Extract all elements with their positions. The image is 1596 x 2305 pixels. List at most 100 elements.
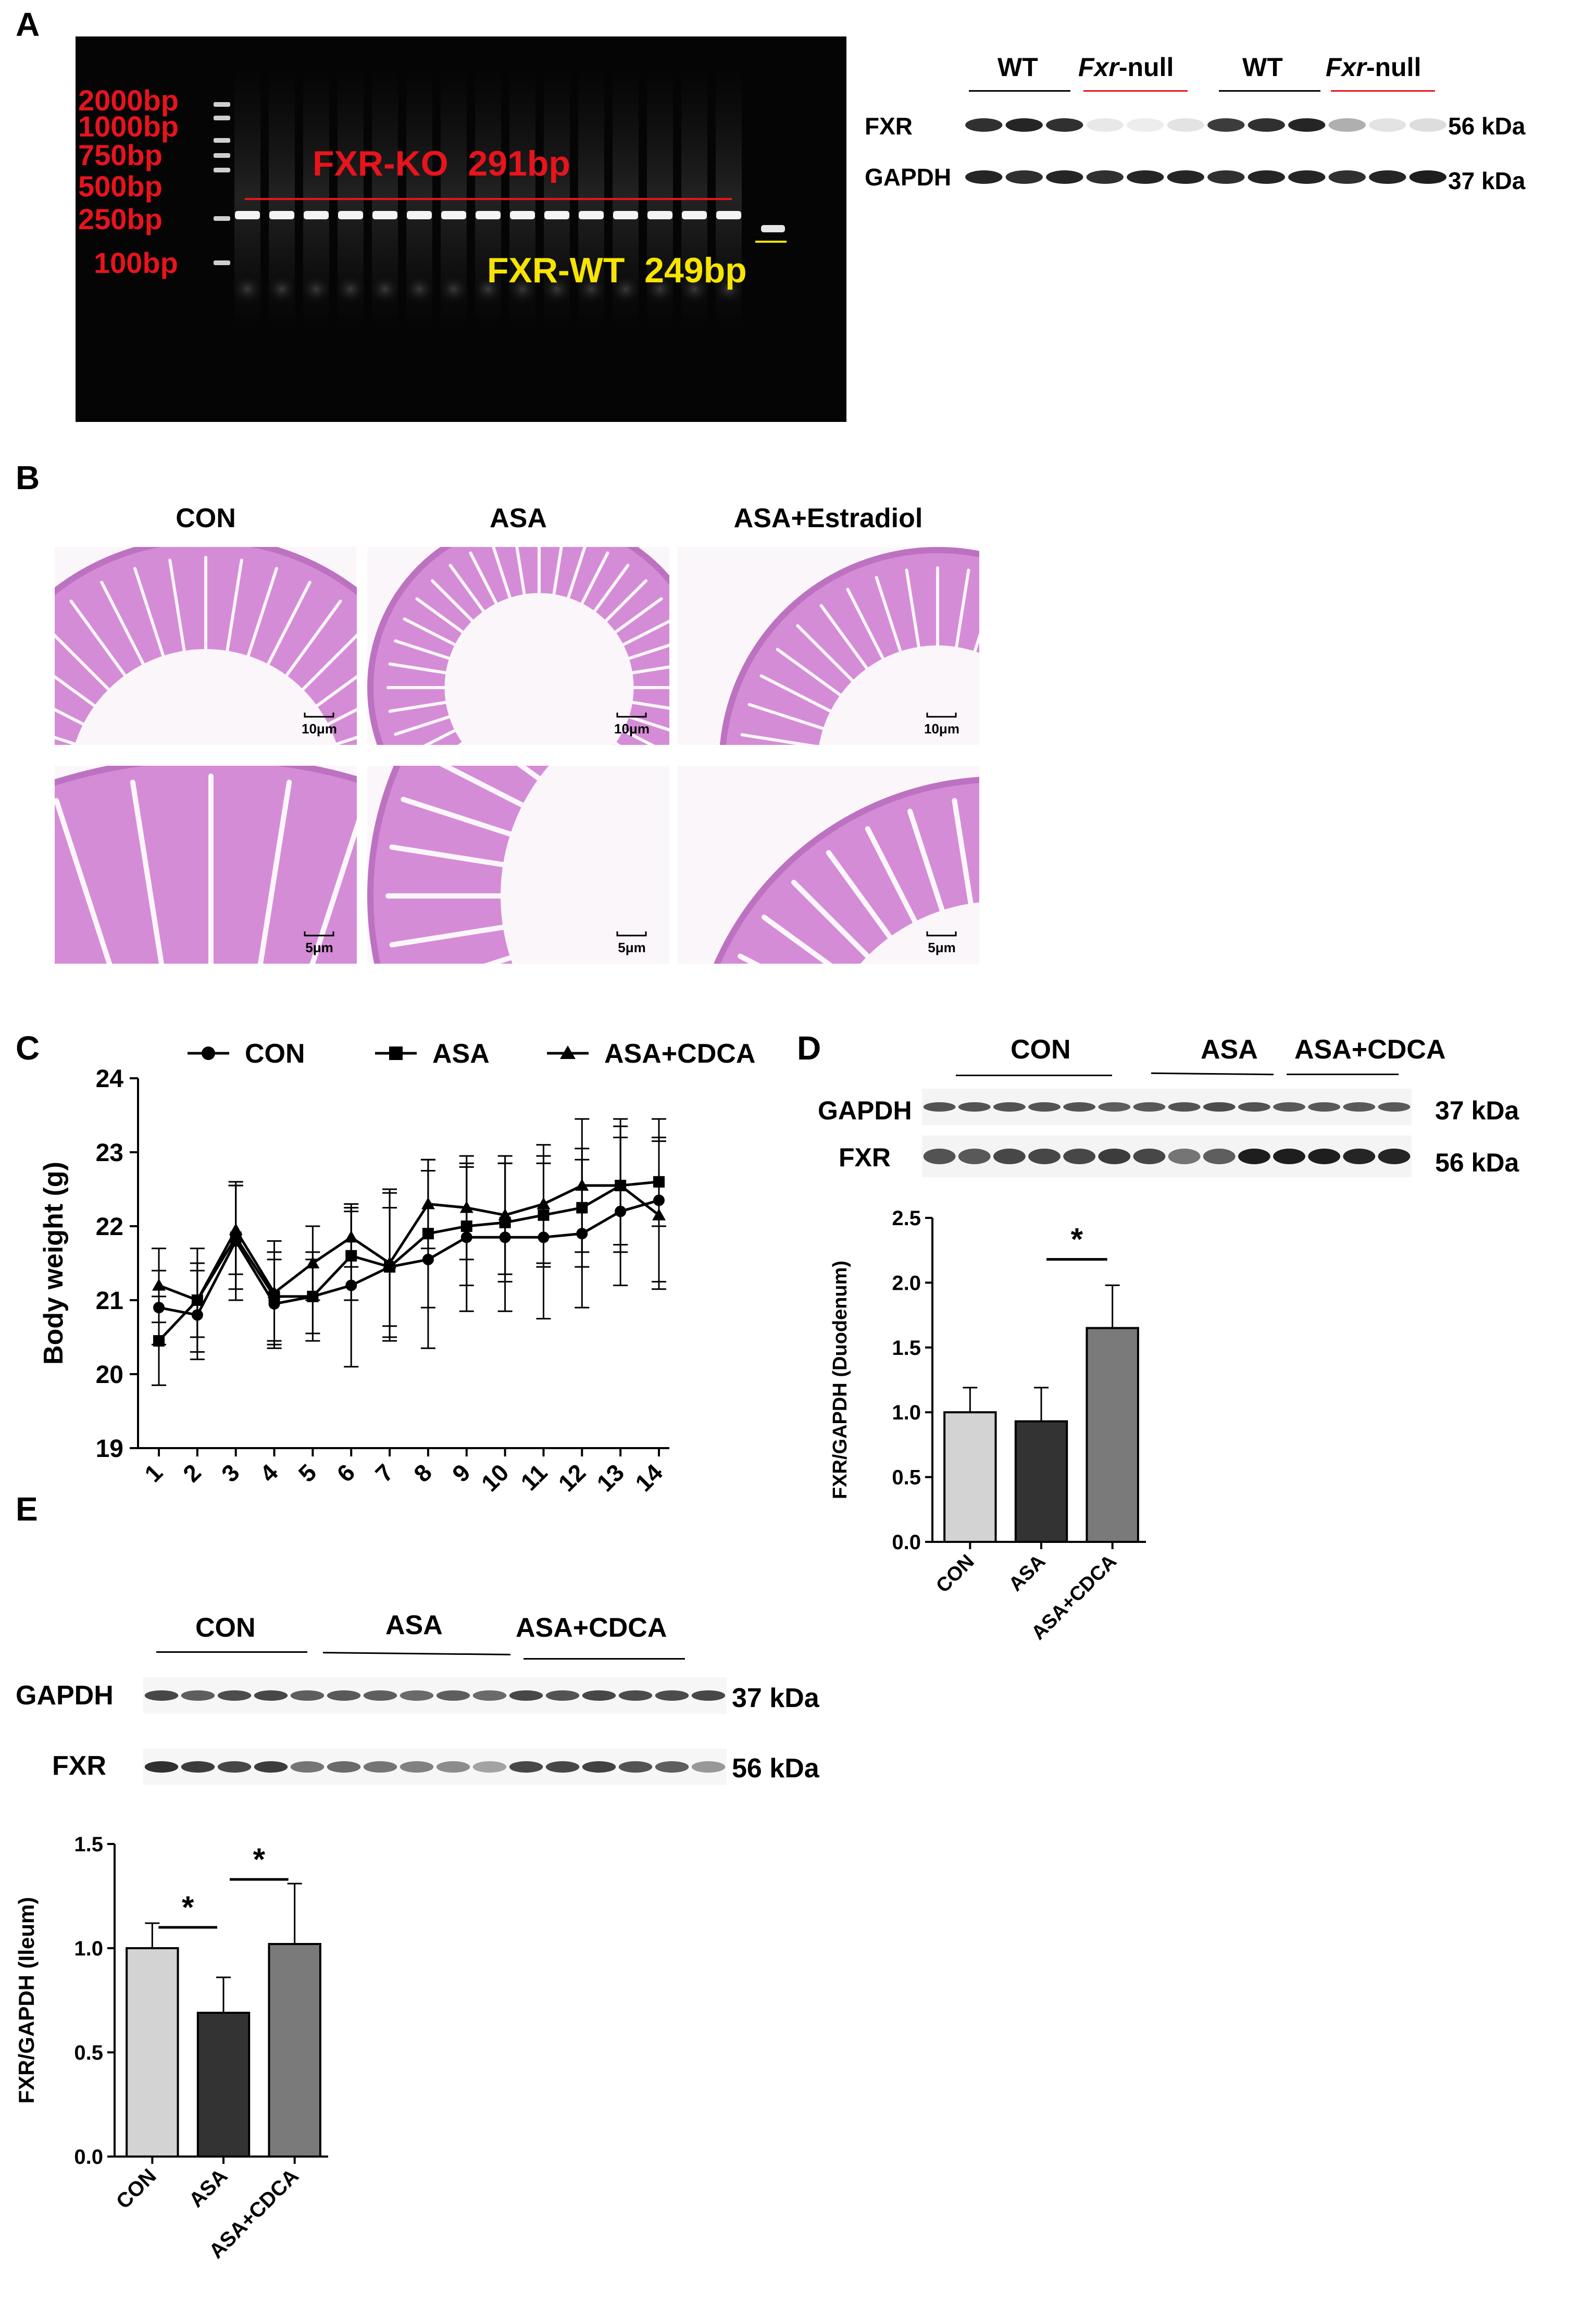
blot-group-4: Fxr-null — [1326, 53, 1422, 82]
gel-wt-line — [755, 241, 787, 243]
e-row-fxr-label: FXR — [52, 1751, 106, 1781]
bar-y-tick-label: 2.0 — [892, 1272, 921, 1294]
he-crypt — [612, 597, 663, 636]
he-crypt — [423, 728, 459, 745]
gel-band-ko — [372, 211, 397, 219]
blot-strip-fxr — [964, 104, 1448, 146]
blot-band — [1133, 1149, 1166, 1164]
scale-bar — [304, 931, 334, 937]
he-crypt — [875, 576, 903, 656]
he-crypt — [619, 728, 655, 745]
d-line-con — [956, 1075, 1112, 1076]
blot-band — [1167, 118, 1204, 132]
c-point-triangle — [267, 1286, 281, 1298]
d-group-asa: ASA — [1201, 1035, 1258, 1065]
he-crypt — [579, 551, 609, 607]
gel-band-wt — [761, 225, 785, 232]
gel-band-ko — [304, 211, 329, 219]
he-crypt — [826, 850, 894, 942]
sig-star: * — [182, 1890, 194, 1925]
blot-band — [400, 1690, 434, 1701]
c-x-tick-label: 10 — [476, 1459, 514, 1497]
he-crypt — [566, 547, 587, 602]
d-group-asacdca: ASA+CDCA — [1294, 1035, 1446, 1065]
gel-lane-primer — [368, 273, 402, 305]
d-kda-56: 56 kDa — [1435, 1148, 1519, 1177]
scale-bar-label: 10μm — [302, 721, 337, 737]
panel-a-blot: WT Fxr-null WT Fxr-null FXR GAPDH 56 kDa… — [865, 44, 1542, 216]
c-y-tick-label: 24 — [96, 1065, 124, 1093]
blot-band — [1127, 118, 1164, 132]
gel-ladder-band — [214, 260, 230, 265]
scale-bar — [304, 713, 334, 718]
he-crypt — [133, 567, 166, 660]
c-point-triangle — [229, 1223, 243, 1236]
blot-band — [327, 1761, 361, 1773]
blot-band — [1005, 118, 1043, 132]
blot-band — [509, 1761, 543, 1773]
he-lumen — [501, 766, 669, 964]
e-line-asacdca — [523, 1658, 685, 1660]
blot-band — [1238, 1149, 1270, 1164]
blot-band — [1028, 1102, 1061, 1112]
bar — [196, 2012, 251, 2158]
he-micrograph: 5μm — [677, 766, 979, 964]
blot-band — [181, 1761, 215, 1773]
gel-ladder-band — [214, 102, 230, 107]
blot-kda-37: 37 kDa — [1448, 167, 1526, 194]
blot-row-gapdh-label: GAPDH — [865, 164, 952, 191]
he-crypt — [403, 617, 459, 647]
c-y-tick-label: 20 — [96, 1361, 123, 1389]
blot-band — [545, 1690, 580, 1701]
blot-band — [436, 1761, 470, 1773]
d-line-asacdca — [1287, 1074, 1399, 1075]
he-crypt — [515, 547, 527, 599]
c-point-triangle — [614, 1178, 628, 1191]
gel-band-ko — [269, 211, 294, 219]
c-point-triangle — [190, 1293, 204, 1305]
he-micrograph: 10μm — [367, 547, 669, 745]
gel-band-ko — [682, 211, 707, 219]
he-crypt — [439, 766, 528, 809]
blot-line-wt1 — [969, 90, 1070, 92]
blot-band — [618, 1690, 653, 1701]
he-crypt — [394, 714, 454, 736]
ladder-1000: 1000bp — [78, 110, 179, 143]
he-crypt — [954, 568, 970, 651]
gel-wt-label: FXR-WT 249bp — [487, 251, 747, 290]
he-mucosa-inner — [55, 766, 357, 964]
c-point-triangle — [575, 1178, 589, 1191]
gel-lane-primer — [437, 273, 470, 305]
blot-band — [1207, 118, 1245, 132]
bar-y-tick-label: 1.0 — [74, 1937, 103, 1960]
blot-band — [363, 1761, 397, 1773]
c-legend-label: ASA+CDCA — [604, 1039, 755, 1069]
blot-band — [1127, 170, 1164, 184]
scale-bar — [926, 931, 957, 937]
e-strip-fxr — [143, 1749, 727, 1785]
blot-band — [1378, 1102, 1411, 1112]
c-y-tick-label: 23 — [96, 1139, 123, 1167]
c-x-tick-label: 13 — [591, 1459, 629, 1497]
c-x-tick-label: 8 — [408, 1459, 437, 1487]
he-crypt — [517, 766, 544, 783]
he-crypt — [972, 632, 979, 656]
he-crypt — [389, 844, 508, 868]
blot-band — [958, 1102, 991, 1112]
he-crypt — [130, 779, 165, 964]
he-crypt — [388, 700, 450, 713]
gel-lane-primer — [575, 273, 608, 305]
he-crypt — [55, 798, 113, 964]
scale-bar — [616, 931, 647, 937]
d-group-con: CON — [1011, 1035, 1071, 1065]
he-crypt — [761, 914, 833, 964]
d-row-fxr-label: FXR — [839, 1143, 891, 1172]
blot-band — [1288, 170, 1326, 184]
c-legend-triangle — [560, 1045, 576, 1059]
blot-row-fxr-label: FXR — [865, 113, 913, 140]
blot-band — [400, 1761, 434, 1773]
he-crypt — [625, 714, 669, 732]
he-crypt — [300, 633, 357, 693]
he-crypt — [246, 567, 278, 660]
blot-band — [290, 1690, 325, 1701]
